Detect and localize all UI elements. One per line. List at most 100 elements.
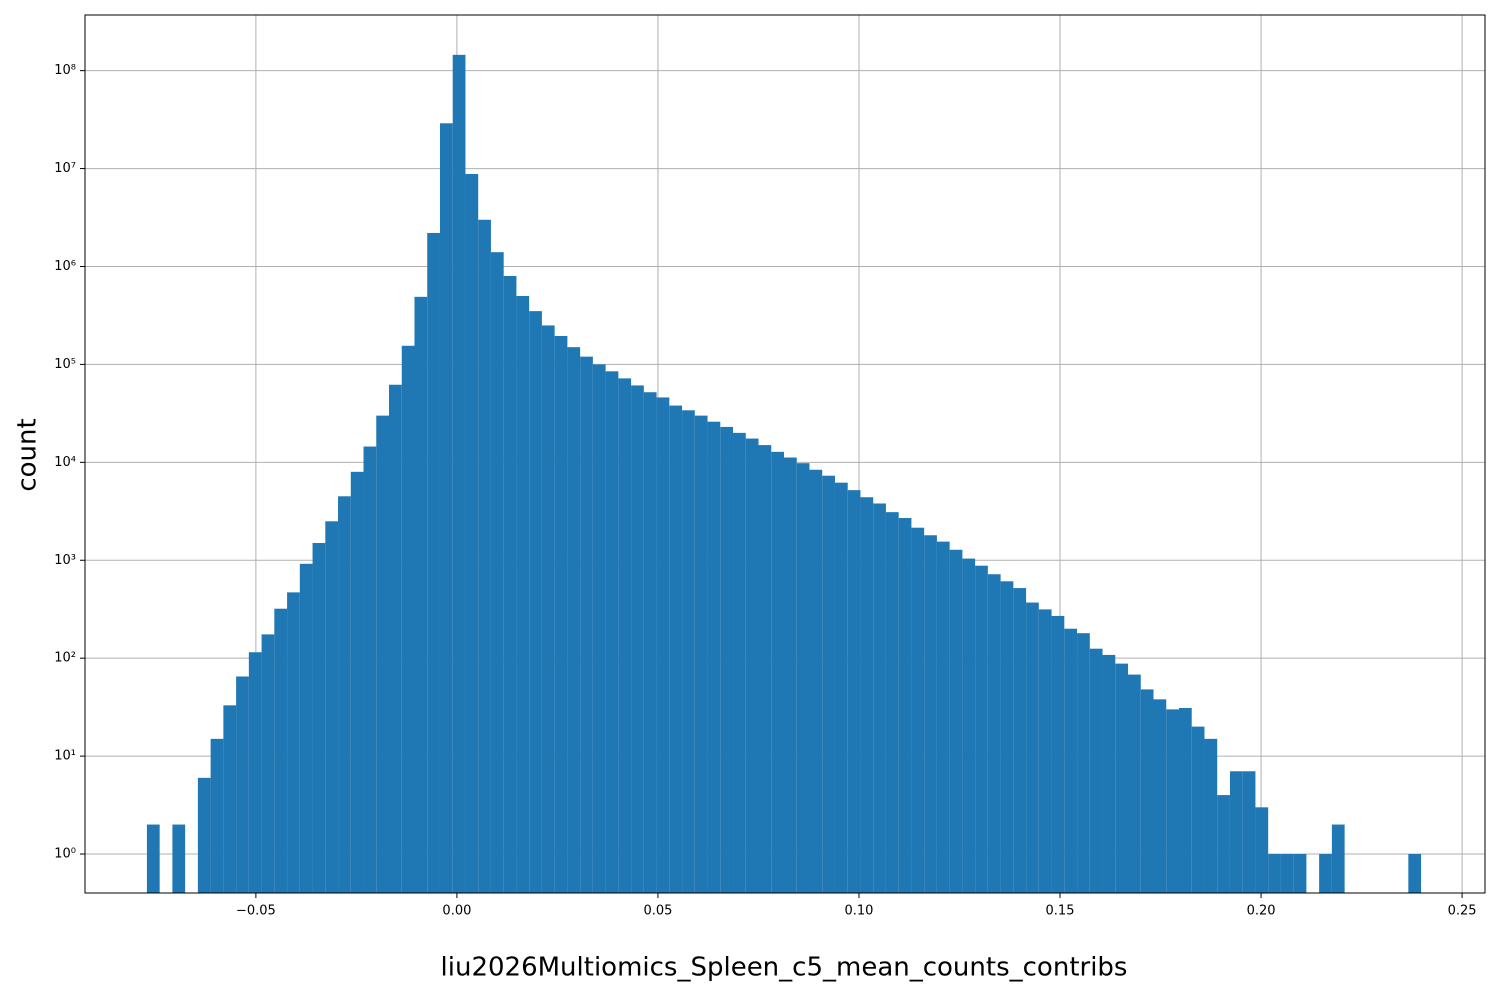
y-tick-label: 10⁶: [54, 259, 76, 274]
bar: [1280, 854, 1294, 893]
y-tick-label: 10⁵: [54, 357, 76, 372]
bar: [452, 54, 466, 894]
bar: [1102, 654, 1116, 893]
bar: [1217, 795, 1230, 893]
bar: [605, 371, 619, 893]
bar: [350, 471, 364, 893]
bar: [580, 356, 593, 893]
bar: [427, 232, 440, 893]
bar: [860, 497, 874, 893]
bar: [389, 384, 402, 893]
x-tick-label: 0.15: [1046, 904, 1075, 919]
bar: [1255, 807, 1269, 893]
bar: [210, 738, 224, 893]
bar: [325, 521, 339, 893]
bar: [478, 219, 491, 894]
bar: [299, 563, 313, 893]
bar: [529, 311, 542, 893]
bar: [885, 512, 899, 893]
bar: [197, 777, 211, 893]
bar: [1242, 771, 1256, 893]
bar: [1293, 854, 1307, 893]
x-tick-label: 0.10: [845, 904, 874, 919]
bar: [401, 345, 415, 893]
bar: [809, 469, 823, 893]
bar: [1077, 633, 1090, 893]
bar: [1268, 854, 1281, 893]
bar: [822, 475, 835, 893]
bar: [146, 824, 160, 893]
bar: [567, 347, 581, 894]
bar: [783, 457, 797, 893]
bar: [1038, 609, 1052, 893]
bar: [796, 463, 810, 893]
bar: [1089, 648, 1103, 893]
bar: [554, 336, 568, 893]
bar: [656, 397, 670, 893]
bar: [223, 705, 237, 893]
bar: [465, 174, 479, 893]
bar: [503, 275, 517, 893]
bar: [669, 405, 683, 893]
bar: [376, 415, 390, 893]
bar: [1166, 709, 1179, 893]
y-axis-label: count: [13, 418, 43, 491]
bar: [924, 535, 937, 893]
bar: [898, 518, 912, 893]
bar: [287, 592, 300, 893]
bar: [962, 558, 976, 893]
bar: [592, 364, 606, 893]
bar: [414, 296, 428, 893]
bar: [236, 676, 249, 893]
y-tick-label: 10⁴: [54, 455, 76, 470]
bar: [490, 252, 504, 893]
bar: [707, 421, 721, 893]
bar: [949, 549, 963, 893]
bar: [975, 565, 988, 893]
y-tick-label: 10²: [54, 651, 76, 666]
y-tick-label: 10⁰: [54, 847, 76, 862]
bar: [274, 608, 288, 893]
bar: [771, 451, 784, 893]
bar: [911, 527, 925, 893]
x-tick-label: 0.00: [442, 904, 471, 919]
bar: [1153, 699, 1167, 893]
bar: [643, 392, 657, 893]
bar: [733, 432, 746, 893]
bar: [248, 652, 262, 893]
bar: [758, 445, 772, 893]
y-tick-label: 10³: [54, 553, 76, 568]
bar: [1229, 771, 1243, 893]
bar: [631, 385, 644, 893]
bar: [1026, 602, 1039, 893]
bar: [1051, 615, 1065, 893]
bar: [936, 541, 950, 893]
bar: [363, 446, 377, 893]
y-tick-label: 10⁷: [54, 161, 76, 176]
bar: [834, 482, 848, 893]
bar: [1204, 738, 1218, 893]
x-tick-label: −0.05: [236, 904, 276, 919]
bar: [312, 543, 326, 893]
x-tick-label: 0.25: [1448, 904, 1477, 919]
bar: [439, 123, 453, 893]
y-tick-label: 10¹: [54, 749, 76, 764]
plot-frame: [84, 14, 1486, 894]
x-tick-label: 0.05: [643, 904, 672, 919]
bar: [694, 415, 708, 893]
bar: [682, 410, 695, 893]
bar: [720, 426, 734, 893]
bar: [1128, 674, 1141, 893]
bar: [541, 325, 555, 893]
bar: [172, 824, 186, 893]
bar: [618, 378, 632, 894]
x-axis-label: liu2026Multiomics_Spleen_c5_mean_counts_…: [441, 953, 1128, 983]
bar: [1408, 854, 1422, 893]
bar: [261, 634, 275, 893]
x-tick-label: 0.20: [1247, 904, 1276, 919]
bar: [1000, 581, 1014, 893]
bar: [1115, 663, 1129, 893]
y-tick-label: 10⁸: [54, 63, 76, 78]
